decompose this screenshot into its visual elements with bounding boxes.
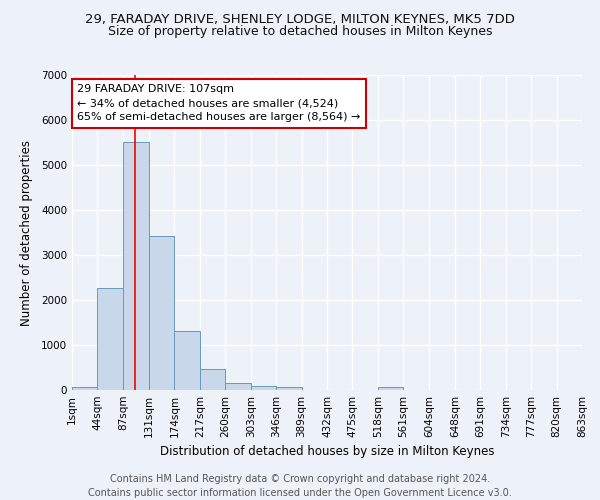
Bar xyxy=(97,288,123,390)
Text: 29, FARADAY DRIVE, SHENLEY LODGE, MILTON KEYNES, MK5 7DD: 29, FARADAY DRIVE, SHENLEY LODGE, MILTON… xyxy=(85,12,515,26)
Bar xyxy=(175,331,200,390)
Text: 29 FARADAY DRIVE: 107sqm
← 34% of detached houses are smaller (4,524)
65% of sem: 29 FARADAY DRIVE: 107sqm ← 34% of detach… xyxy=(77,84,361,122)
Bar xyxy=(200,370,225,390)
Bar xyxy=(276,386,302,390)
Bar xyxy=(225,382,251,390)
Bar xyxy=(123,142,149,390)
Bar xyxy=(251,386,276,390)
Bar xyxy=(149,236,175,390)
X-axis label: Distribution of detached houses by size in Milton Keynes: Distribution of detached houses by size … xyxy=(160,446,494,458)
Text: Contains HM Land Registry data © Crown copyright and database right 2024.
Contai: Contains HM Land Registry data © Crown c… xyxy=(88,474,512,498)
Y-axis label: Number of detached properties: Number of detached properties xyxy=(20,140,32,326)
Bar xyxy=(72,386,97,390)
Text: Size of property relative to detached houses in Milton Keynes: Size of property relative to detached ho… xyxy=(108,25,492,38)
Bar xyxy=(378,386,403,390)
